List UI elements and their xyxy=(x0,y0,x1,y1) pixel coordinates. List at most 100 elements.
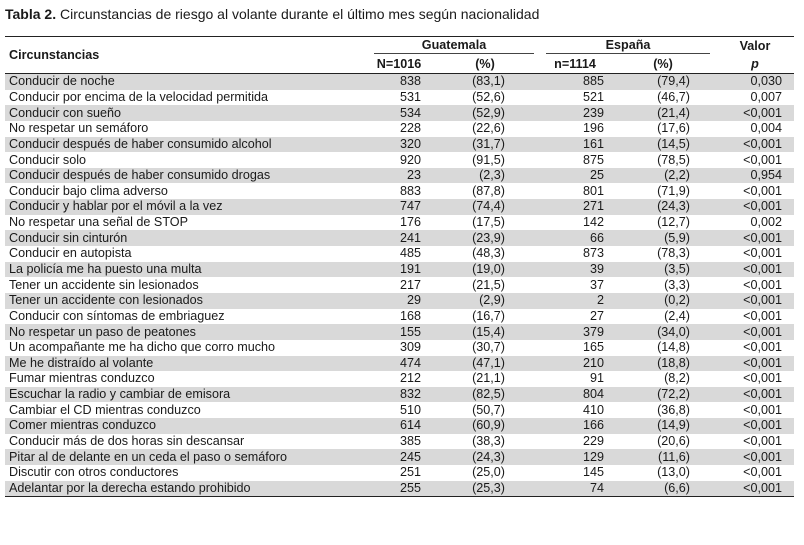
row-espana-pct: (17,6) xyxy=(610,120,716,137)
row-p-value: <0,001 xyxy=(716,371,794,387)
row-circumstance: Conducir más de dos horas sin descansar xyxy=(5,433,368,450)
row-guatemala-n: 832 xyxy=(368,386,430,403)
row-espana-n: 239 xyxy=(540,105,610,121)
table-row: Conducir más de dos horas sin descansar 3… xyxy=(5,433,794,450)
row-guatemala-pct: (50,7) xyxy=(430,402,540,419)
row-guatemala-pct: (21,1) xyxy=(430,371,540,387)
row-circumstance: Discutir con otros conductores xyxy=(5,465,368,481)
table-row: Tener un accidente con lesionados 29 (2,9)… xyxy=(5,292,794,309)
row-espana-n: 804 xyxy=(540,386,610,403)
row-p-value: 0,954 xyxy=(716,167,794,184)
table-row: No respetar un semáforo 228 (22,6) 196 (17,6… xyxy=(5,120,794,137)
row-p-value: <0,001 xyxy=(716,465,794,481)
row-guatemala-pct: (74,4) xyxy=(430,199,540,215)
row-guatemala-n: 920 xyxy=(368,152,430,168)
row-espana-n: 74 xyxy=(540,480,610,498)
table-row: La policía me ha puesto una multa 191 (19,… xyxy=(5,261,794,278)
row-guatemala-pct: (52,9) xyxy=(430,105,540,121)
row-espana-n: 2 xyxy=(540,292,610,309)
row-espana-pct: (71,9) xyxy=(610,183,716,200)
row-espana-n: 129 xyxy=(540,449,610,466)
risk-circumstances-table: Circunstancias Guatemala España Valor N=… xyxy=(5,36,794,498)
row-espana-n: 145 xyxy=(540,465,610,481)
row-espana-n: 27 xyxy=(540,308,610,325)
row-p-value: 0,002 xyxy=(716,214,794,231)
row-guatemala-pct: (83,1) xyxy=(430,73,540,90)
table-row: No respetar un paso de peatones 155 (15,4)… xyxy=(5,324,794,340)
row-circumstance: Escuchar la radio y cambiar de emisora xyxy=(5,386,368,403)
row-espana-n: 379 xyxy=(540,324,610,340)
row-guatemala-pct: (31,7) xyxy=(430,136,540,153)
row-circumstance: Conducir después de haber consumido drog… xyxy=(5,167,368,184)
row-p-value: <0,001 xyxy=(716,277,794,293)
row-guatemala-n: 510 xyxy=(368,402,430,419)
row-espana-n: 39 xyxy=(540,261,610,278)
row-espana-n: 161 xyxy=(540,136,610,153)
row-p-value: <0,001 xyxy=(716,433,794,450)
row-espana-pct: (0,2) xyxy=(610,292,716,309)
row-guatemala-pct: (23,9) xyxy=(430,230,540,247)
row-espana-pct: (14,9) xyxy=(610,418,716,434)
row-guatemala-n: 747 xyxy=(368,199,430,215)
header-guatemala: Guatemala xyxy=(368,36,540,55)
row-circumstance: Tener un accidente con lesionados xyxy=(5,292,368,309)
row-p-value: <0,001 xyxy=(716,308,794,325)
row-espana-pct: (78,5) xyxy=(610,152,716,168)
header-guatemala-pct: (%) xyxy=(430,55,540,74)
row-espana-pct: (18,8) xyxy=(610,355,716,372)
row-espana-n: 166 xyxy=(540,418,610,434)
row-guatemala-n: 251 xyxy=(368,465,430,481)
row-p-value: <0,001 xyxy=(716,136,794,153)
table-row: Conducir de noche 838 (83,1) 885 (79,4) 0,030 xyxy=(5,73,794,90)
row-guatemala-n: 614 xyxy=(368,418,430,434)
row-espana-n: 66 xyxy=(540,230,610,247)
row-espana-n: 271 xyxy=(540,199,610,215)
row-p-value: <0,001 xyxy=(716,355,794,372)
row-p-value: <0,001 xyxy=(716,292,794,309)
row-guatemala-pct: (25,3) xyxy=(430,480,540,498)
row-guatemala-pct: (2,9) xyxy=(430,292,540,309)
row-guatemala-pct: (24,3) xyxy=(430,449,540,466)
row-guatemala-pct: (15,4) xyxy=(430,324,540,340)
row-p-value: <0,001 xyxy=(716,199,794,215)
row-guatemala-n: 168 xyxy=(368,308,430,325)
row-espana-n: 37 xyxy=(540,277,610,293)
row-guatemala-n: 838 xyxy=(368,73,430,90)
table-row: Me he distraído al volante 474 (47,1) 210 (1… xyxy=(5,355,794,372)
row-p-value: <0,001 xyxy=(716,261,794,278)
row-espana-pct: (6,6) xyxy=(610,480,716,498)
row-guatemala-pct: (19,0) xyxy=(430,261,540,278)
row-guatemala-pct: (60,9) xyxy=(430,418,540,434)
row-espana-n: 801 xyxy=(540,183,610,200)
row-circumstance: No respetar una señal de STOP xyxy=(5,214,368,231)
row-guatemala-pct: (2,3) xyxy=(430,167,540,184)
row-circumstance: Conducir después de haber consumido alco… xyxy=(5,136,368,153)
row-circumstance: Conducir y hablar por el móvil a la vez xyxy=(5,199,368,215)
row-p-value: <0,001 xyxy=(716,449,794,466)
row-guatemala-n: 191 xyxy=(368,261,430,278)
row-circumstance: Conducir de noche xyxy=(5,73,368,90)
row-espana-n: 210 xyxy=(540,355,610,372)
row-guatemala-n: 309 xyxy=(368,339,430,356)
table-row: No respetar una señal de STOP 176 (17,5) 14… xyxy=(5,214,794,231)
row-espana-pct: (11,6) xyxy=(610,449,716,466)
row-circumstance: Conducir sin cinturón xyxy=(5,230,368,247)
header-guatemala-label: Guatemala xyxy=(374,38,534,54)
row-espana-pct: (14,8) xyxy=(610,339,716,356)
row-guatemala-n: 241 xyxy=(368,230,430,247)
table-body: Conducir de noche 838 (83,1) 885 (79,4) 0,030… xyxy=(5,73,794,498)
table-row: Fumar mientras conduzco 212 (21,1) 91 (8,2) <… xyxy=(5,371,794,387)
table-row: Conducir solo 920 (91,5) 875 (78,5) <0,001 xyxy=(5,152,794,168)
header-guatemala-n: N=1016 xyxy=(368,55,430,74)
row-espana-n: 165 xyxy=(540,339,610,356)
header-espana: España xyxy=(540,36,716,55)
row-espana-pct: (36,8) xyxy=(610,402,716,419)
row-p-value: <0,001 xyxy=(716,480,794,498)
row-guatemala-n: 474 xyxy=(368,355,430,372)
row-circumstance: Conducir bajo clima adverso xyxy=(5,183,368,200)
row-guatemala-pct: (48,3) xyxy=(430,246,540,262)
row-espana-pct: (8,2) xyxy=(610,371,716,387)
table-row: Pitar al de delante en un ceda el paso o… xyxy=(5,449,794,466)
row-guatemala-n: 485 xyxy=(368,246,430,262)
row-espana-pct: (2,2) xyxy=(610,167,716,184)
